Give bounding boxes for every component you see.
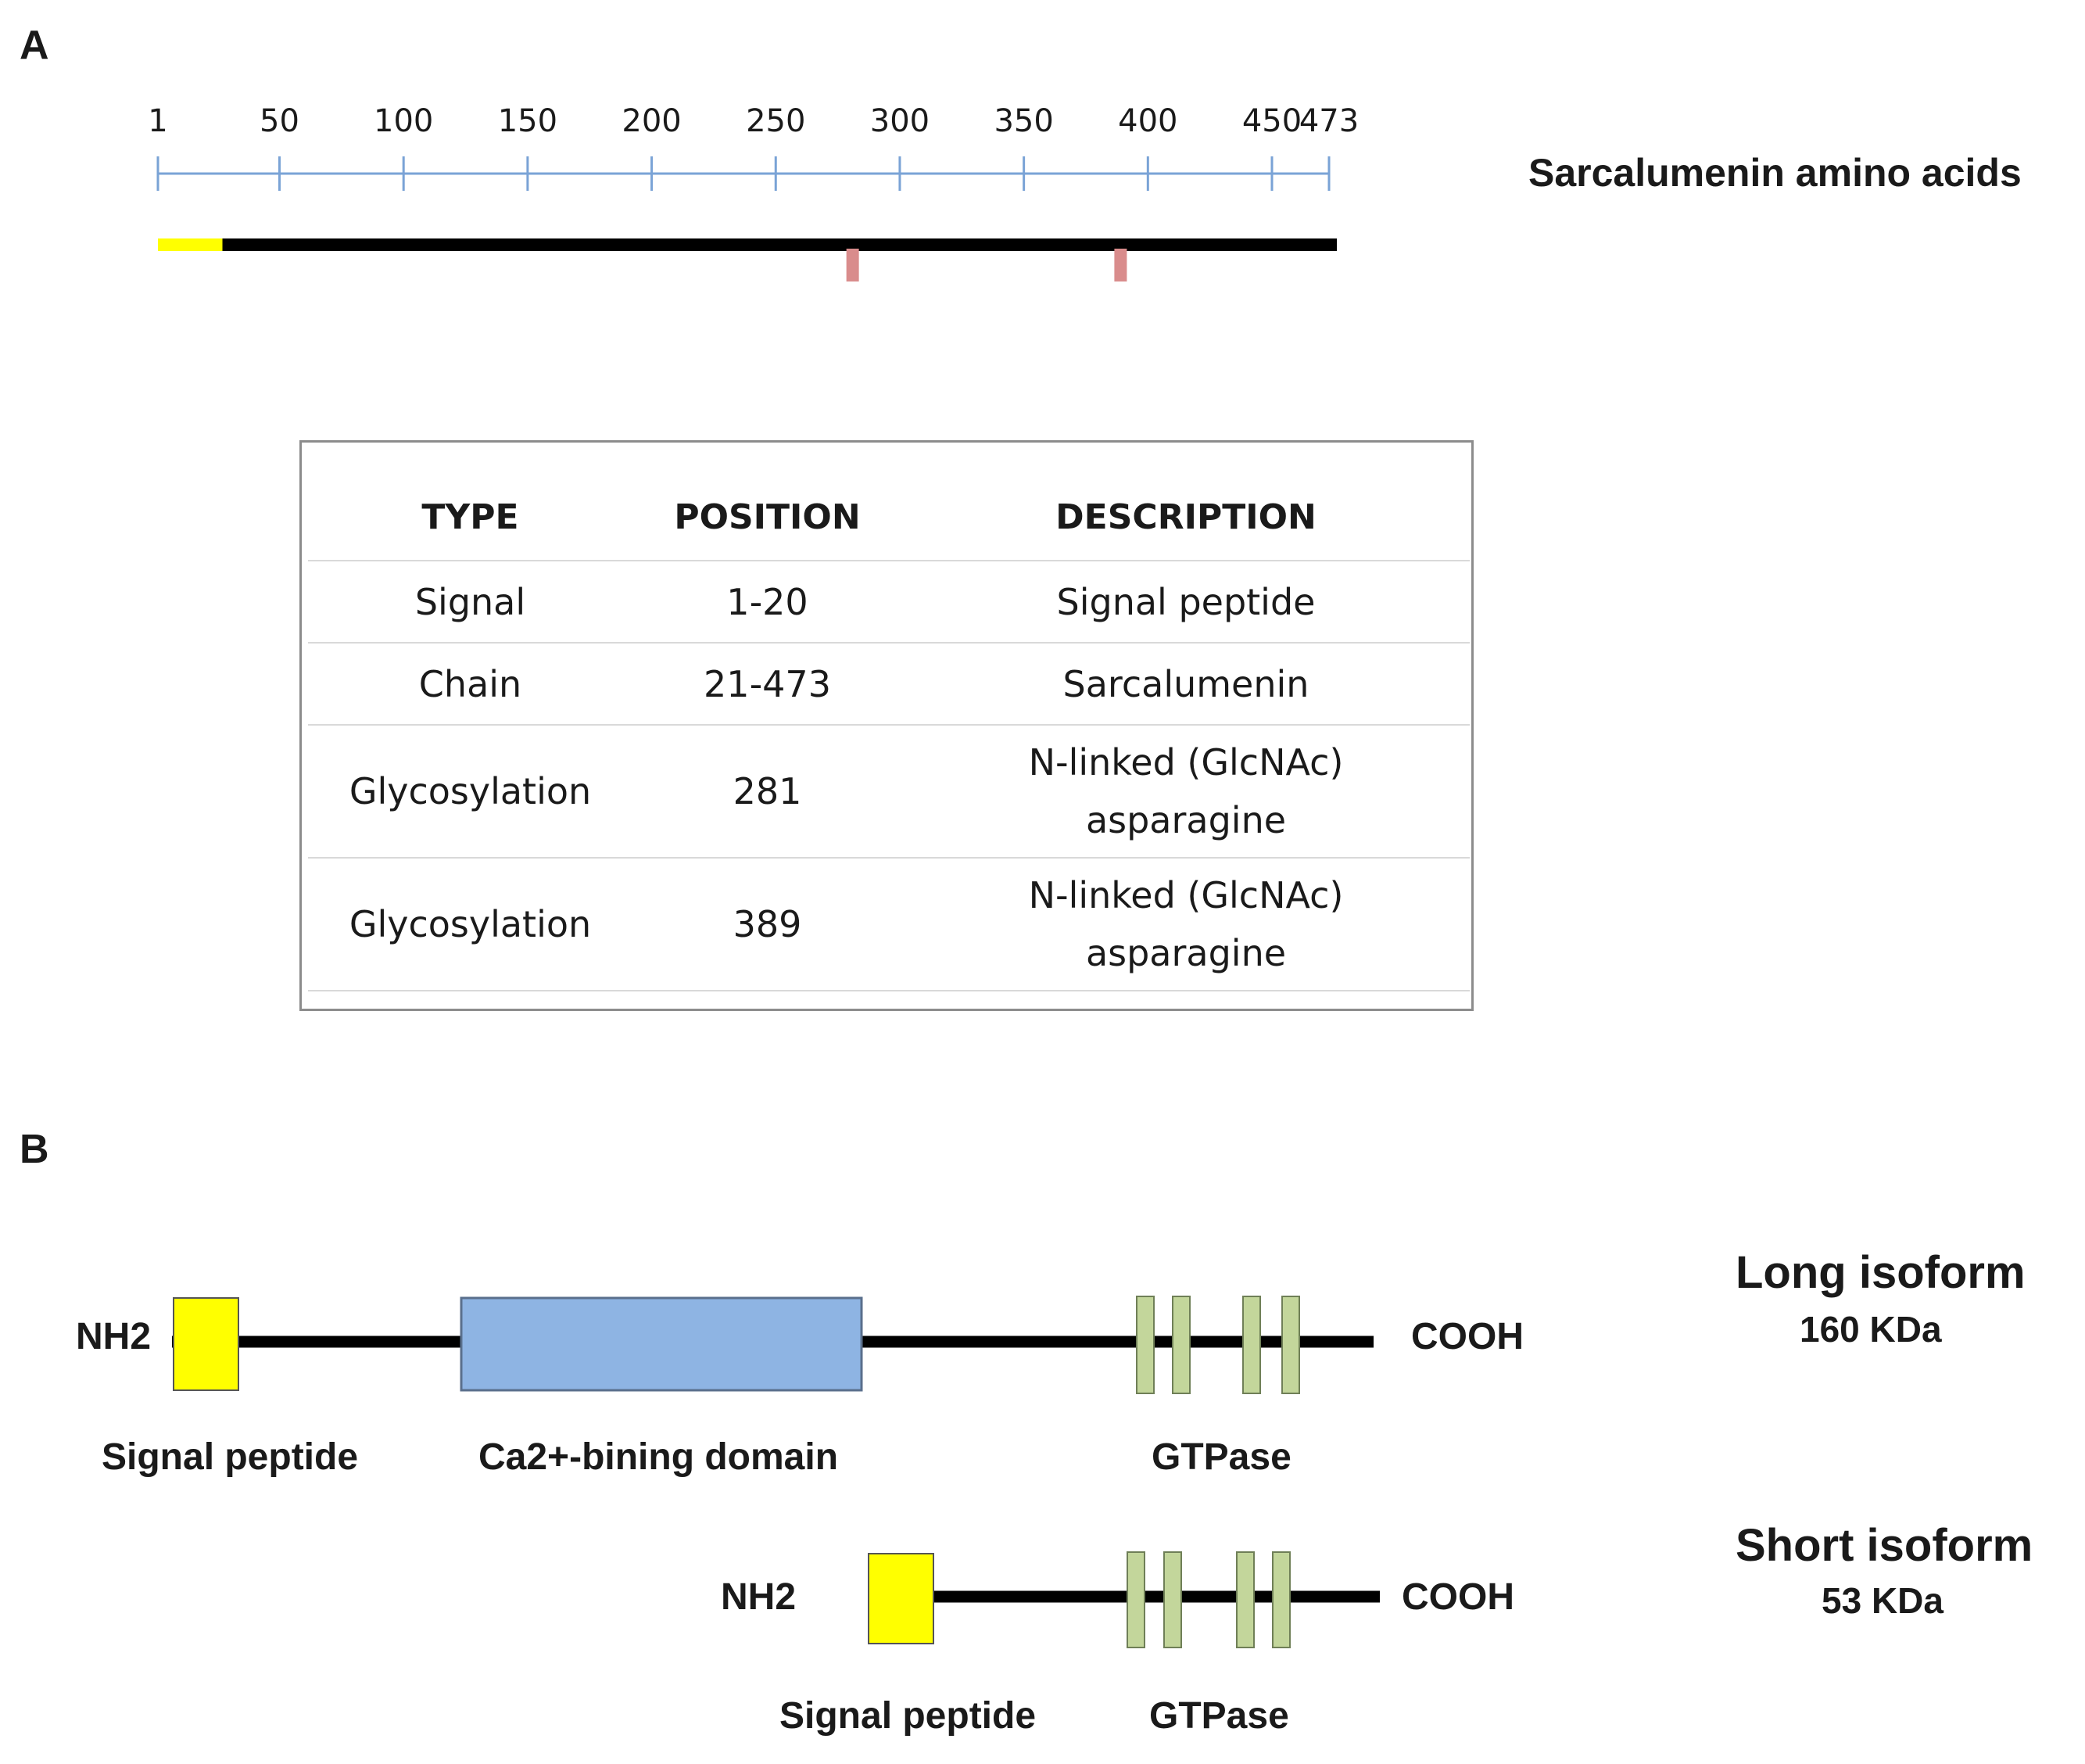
short-gtpase-label: GTPase (1149, 1695, 1289, 1737)
description-line: asparagine (1085, 799, 1287, 841)
cell-position: 281 (632, 724, 902, 858)
signal-peptide-segment (158, 238, 223, 251)
ruler-tick-label: 50 (260, 103, 299, 139)
description-line: Signal peptide (1056, 580, 1316, 623)
ruler-tick-label: 300 (870, 103, 930, 139)
table-row-empty (308, 990, 1470, 1012)
header-position: POSITION (674, 497, 861, 537)
ruler-tick-label: 473 (1299, 103, 1359, 139)
short-isoform-diagram (868, 1551, 1380, 1648)
ruler-tick-label: 400 (1118, 103, 1177, 139)
long-isoform-diagram (172, 1296, 1374, 1394)
ruler-tick-label: 450 (1242, 103, 1302, 139)
long-gtpase-bar (1136, 1296, 1155, 1394)
ruler-tick-label: 1 (148, 103, 167, 139)
long-ca-binding-domain-box (460, 1296, 863, 1392)
long-cooh-label: COOH (1411, 1316, 1524, 1357)
feature-table-frame: TYPE POSITION DESCRIPTION Signal 1-20 Si… (299, 440, 1474, 1012)
cell-description: Signal peptide (902, 560, 1470, 643)
cell-position: 1-20 (632, 560, 902, 643)
description-line: Sarcalumenin (1062, 662, 1309, 705)
cell-position: 389 (632, 857, 902, 991)
panel-label-b: B (20, 1127, 49, 1172)
header-type: TYPE (421, 497, 519, 537)
table-row: Glycosylation 389 N-linked (GlcNAc) aspa… (308, 857, 1470, 991)
long-isoform-name: Long isoform (1736, 1247, 2026, 1298)
ruler-tick-label: 150 (498, 103, 557, 139)
cell-type: Chain (308, 642, 632, 725)
cell-description: Sarcalumenin (902, 642, 1470, 725)
table-row: Chain 21-473 Sarcalumenin (308, 642, 1470, 725)
short-isoform-mass: 53 KDa (1822, 1580, 1943, 1621)
glycosylation-site-marker (1114, 249, 1127, 281)
cell-description: N-linked (GlcNAc) asparagine (902, 857, 1470, 991)
short-isoform-name: Short isoform (1736, 1520, 2033, 1571)
short-signal-peptide-label: Signal peptide (779, 1695, 1037, 1737)
long-nh2-label: NH2 (76, 1316, 152, 1357)
short-nh2-label: NH2 (721, 1576, 797, 1618)
short-cooh-label: COOH (1402, 1576, 1514, 1618)
cell-type: Signal (308, 560, 632, 643)
ruler-tick-label: 250 (746, 103, 805, 139)
description-line: N-linked (GlcNAc) (1028, 874, 1344, 916)
description-line: asparagine (1085, 932, 1287, 974)
long-isoform-mass: 160 KDa (1800, 1309, 1942, 1350)
long-gtpase-label: GTPase (1152, 1436, 1291, 1478)
ruler-tick-label: 350 (994, 103, 1053, 139)
long-signal-peptide-box (173, 1297, 239, 1391)
cell-type: Glycosylation (308, 857, 632, 991)
header-description: DESCRIPTION (1055, 497, 1317, 537)
short-gtpase-bar (1163, 1551, 1182, 1648)
panel-label-a: A (20, 23, 49, 68)
feature-table: TYPE POSITION DESCRIPTION Signal 1-20 Si… (308, 474, 1470, 1012)
ruler-title: Sarcalumenin amino acids (1528, 151, 2022, 195)
protein-chain-bar (158, 238, 1337, 251)
short-gtpase-bar (1272, 1551, 1291, 1648)
long-gtpase-bar (1242, 1296, 1261, 1394)
short-gtpase-bar (1236, 1551, 1255, 1648)
short-gtpase-bar (1127, 1551, 1145, 1648)
cell-description: N-linked (GlcNAc) asparagine (902, 724, 1470, 858)
glycosylation-site-marker (846, 249, 859, 281)
long-ca-domain-label: Ca2+-bining domain (478, 1436, 839, 1478)
ruler-tick-label: 200 (622, 103, 681, 139)
long-signal-peptide-label: Signal peptide (102, 1436, 359, 1478)
table-row: Signal 1-20 Signal peptide (308, 560, 1470, 643)
table-row: Glycosylation 281 N-linked (GlcNAc) aspa… (308, 724, 1470, 858)
long-gtpase-bar (1172, 1296, 1191, 1394)
short-signal-peptide-box (868, 1553, 934, 1644)
cell-position: 21-473 (632, 642, 902, 725)
table-header-row: TYPE POSITION DESCRIPTION (308, 474, 1470, 561)
ruler-tick-label: 100 (374, 103, 433, 139)
description-line: N-linked (GlcNAc) (1028, 741, 1344, 783)
cell-type: Glycosylation (308, 724, 632, 858)
long-gtpase-bar (1281, 1296, 1300, 1394)
